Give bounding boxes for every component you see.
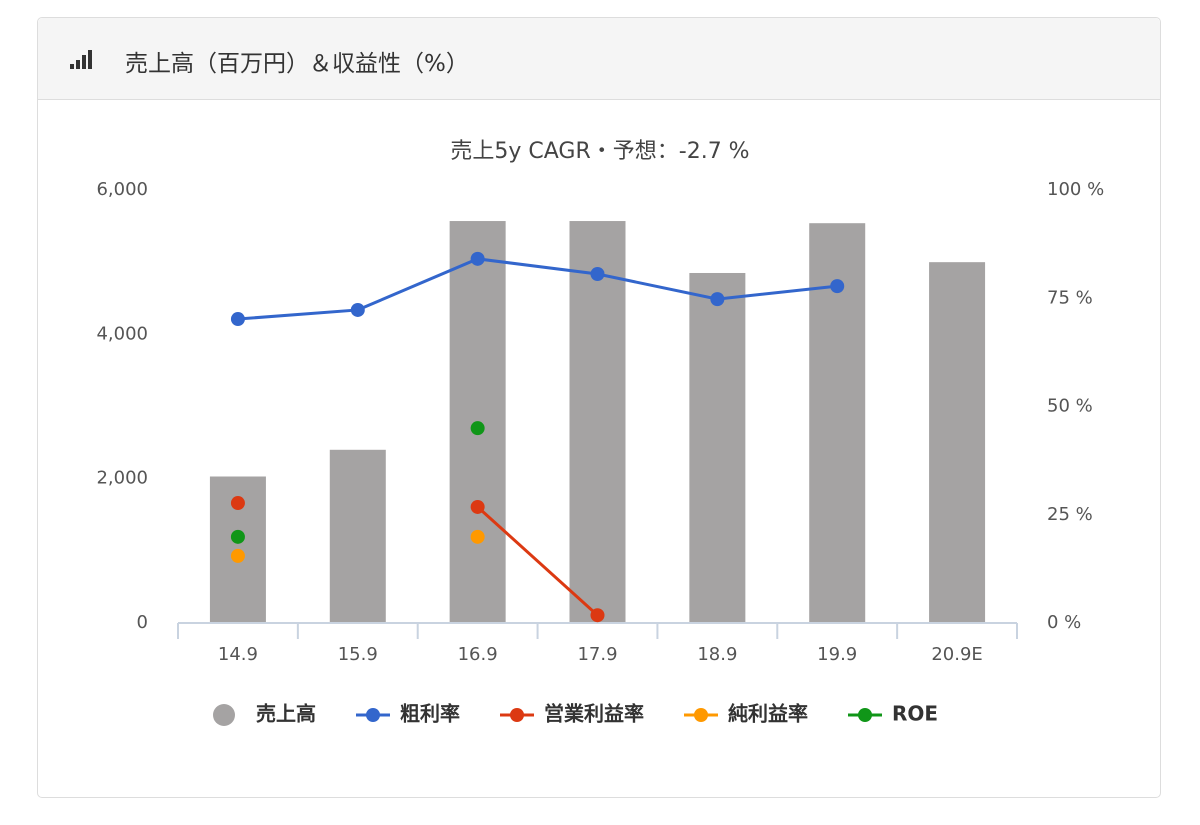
y2-tick-label: 75 % bbox=[1047, 287, 1093, 308]
legend-label: ROE bbox=[892, 702, 938, 726]
y2-tick-label: 100 % bbox=[1047, 179, 1104, 200]
bar bbox=[689, 272, 746, 623]
bar bbox=[569, 221, 626, 623]
bar bbox=[929, 262, 986, 623]
card-header: 売上高（百万円）＆収益性（%） bbox=[38, 18, 1160, 100]
line bbox=[237, 257, 838, 321]
legend-label: 粗利率 bbox=[400, 702, 460, 726]
point bbox=[230, 496, 245, 511]
chart-icon bbox=[70, 50, 92, 69]
legend-marker bbox=[858, 708, 872, 722]
line bbox=[476, 505, 599, 617]
point bbox=[590, 608, 605, 623]
point bbox=[830, 279, 845, 294]
x-tick-label: 16.9 bbox=[458, 644, 498, 665]
point bbox=[470, 499, 485, 514]
point bbox=[230, 548, 245, 563]
legend-marker bbox=[213, 704, 235, 726]
point bbox=[230, 529, 245, 544]
x-tick-label: 18.9 bbox=[697, 644, 737, 665]
y-tick-label: 4,000 bbox=[96, 323, 148, 344]
x-tick-label: 17.9 bbox=[577, 644, 617, 665]
legend-marker bbox=[510, 708, 524, 722]
x-tick-label: 15.9 bbox=[338, 644, 378, 665]
card-title: 売上高（百万円）＆収益性（%） bbox=[125, 51, 469, 77]
point bbox=[230, 312, 245, 327]
x-tick-label: 19.9 bbox=[817, 644, 857, 665]
y-tick-label: 2,000 bbox=[96, 468, 148, 489]
point bbox=[470, 421, 485, 436]
point bbox=[470, 529, 485, 544]
point bbox=[590, 267, 605, 282]
point bbox=[350, 302, 365, 317]
x-tick-label: 14.9 bbox=[218, 644, 258, 665]
y2-tick-label: 25 % bbox=[1047, 504, 1093, 525]
point bbox=[710, 292, 725, 307]
legend-label: 営業利益率 bbox=[544, 702, 644, 726]
bar bbox=[329, 449, 386, 623]
y2-tick-label: 0 % bbox=[1047, 612, 1081, 633]
point bbox=[470, 251, 485, 266]
y2-tick-label: 50 % bbox=[1047, 396, 1093, 417]
y-tick-label: 0 bbox=[137, 612, 148, 633]
legend-marker bbox=[366, 708, 380, 722]
chart-title: 売上5y CAGR・予想：-2.7 % bbox=[450, 139, 749, 164]
legend-label: 売上高 bbox=[256, 702, 316, 726]
legend-label: 純利益率 bbox=[728, 702, 808, 726]
legend-marker bbox=[694, 708, 708, 722]
x-tick-label: 20.9E bbox=[931, 644, 982, 665]
y-tick-label: 6,000 bbox=[96, 179, 148, 200]
